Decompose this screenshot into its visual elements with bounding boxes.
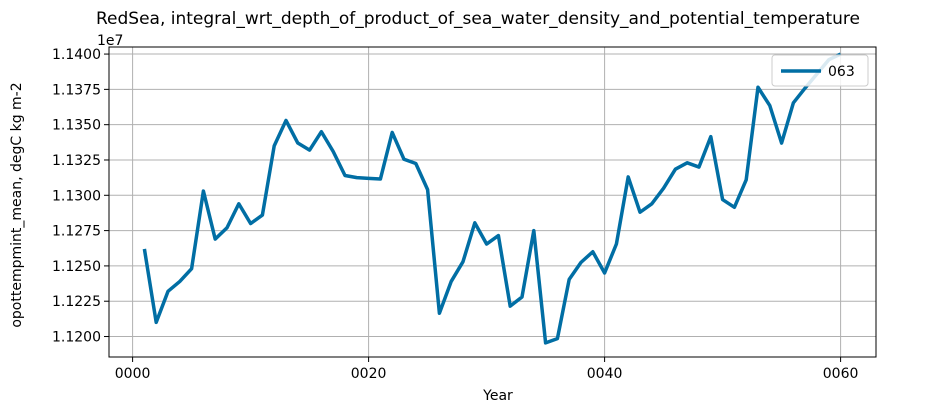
y-tick-label: 1.1200 [52, 330, 101, 346]
chart-title: RedSea, integral_wrt_depth_of_product_of… [96, 9, 860, 29]
series-line-063 [142, 52, 842, 345]
x-tick-label: 0000 [115, 366, 151, 382]
plot-frame [108, 46, 877, 358]
y-tick-label: 1.1350 [52, 118, 101, 134]
plot-series [142, 52, 842, 345]
ticks: 0000 0020 0040 0060 1.1200 1.1225 1.1250 1.1275… [52, 47, 858, 382]
x-tick-label: 0020 [351, 366, 387, 382]
y-axis-label: opottempmint_mean, degC kg m-2 [9, 82, 25, 327]
y-tick-label: 1.1300 [52, 188, 101, 204]
grid [109, 47, 876, 357]
y-tick-label: 1.1250 [52, 259, 101, 275]
y-tick-label: 1.1325 [52, 153, 101, 169]
x-tick-label: 0040 [587, 366, 623, 382]
x-tick-label: 0060 [823, 366, 859, 382]
y-tick-label: 1.1375 [52, 82, 101, 98]
y-offset-text: 1e7 [97, 33, 123, 49]
y-tick-label: 1.1225 [52, 294, 101, 310]
x-axis-label: Year [482, 388, 513, 404]
y-tick-label: 1.1400 [52, 47, 101, 63]
y-tick-label: 1.1275 [52, 224, 101, 240]
legend: 063 [771, 54, 869, 87]
legend-label: 063 [828, 64, 855, 80]
